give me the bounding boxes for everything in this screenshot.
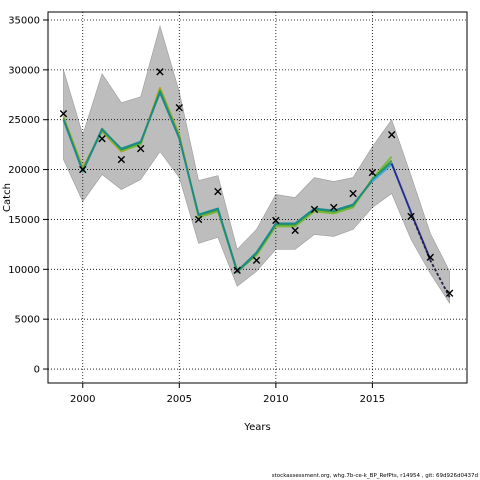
observed-point bbox=[291, 226, 299, 235]
observed-point bbox=[98, 134, 106, 143]
observed-point bbox=[310, 205, 319, 214]
x-axis-label: Years bbox=[243, 422, 270, 433]
y-tick-label: 0 bbox=[34, 365, 40, 376]
y-tick-label: 20000 bbox=[8, 165, 40, 176]
series-line-4 bbox=[62, 91, 412, 273]
observed-point bbox=[407, 212, 415, 221]
observed-point bbox=[330, 203, 338, 212]
observed-point bbox=[426, 253, 435, 262]
observed-point bbox=[388, 130, 396, 139]
y-axis-label: Catch bbox=[2, 183, 13, 212]
x-axis: 2000 2005 2010 2015 bbox=[70, 383, 385, 405]
observed-point bbox=[214, 187, 222, 196]
plot-frame bbox=[47, 11, 468, 384]
y-tick-label: 35000 bbox=[8, 15, 40, 26]
observed-point bbox=[252, 256, 261, 265]
gridlines bbox=[48, 12, 467, 383]
observed-point bbox=[349, 189, 357, 198]
x-tick-label: 2015 bbox=[360, 394, 385, 405]
series-line-7 bbox=[410, 213, 451, 298]
observed-point bbox=[136, 144, 145, 153]
observed-point bbox=[117, 155, 126, 164]
y-axis: 0 5000 10000 15000 20000 25000 30000 35000 bbox=[8, 15, 48, 376]
footer-credit: stockassessment.org, whg.7b-ce-k_BP_RefP… bbox=[271, 473, 478, 479]
observed-point bbox=[156, 68, 164, 76]
x-tick-label: 2010 bbox=[263, 394, 288, 405]
observed-point bbox=[59, 110, 68, 118]
y-tick-label: 10000 bbox=[8, 265, 40, 276]
y-tick-label: 15000 bbox=[8, 215, 40, 226]
observed-point bbox=[445, 289, 454, 297]
observed-point bbox=[233, 266, 241, 274]
observed-point bbox=[272, 216, 280, 225]
observed-point bbox=[79, 165, 87, 174]
observed-point bbox=[194, 215, 203, 224]
observed-markers bbox=[59, 68, 454, 297]
series-lines bbox=[62, 86, 451, 298]
x-tick-label: 2000 bbox=[70, 394, 95, 405]
x-tick-label: 2005 bbox=[167, 394, 192, 405]
y-tick-label: 30000 bbox=[8, 65, 40, 76]
observed-point bbox=[368, 168, 377, 177]
y-tick-label: 5000 bbox=[15, 315, 40, 326]
observed-point bbox=[175, 104, 183, 112]
y-tick-label: 25000 bbox=[8, 115, 40, 126]
